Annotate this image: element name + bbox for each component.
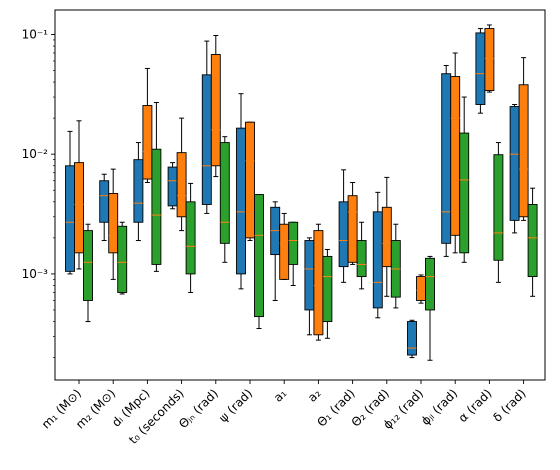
box-11-series-1 xyxy=(450,52,461,254)
box-body xyxy=(509,106,520,221)
box-body xyxy=(279,223,290,280)
box-body xyxy=(133,159,144,223)
box-1-series-2 xyxy=(117,221,128,295)
box-body xyxy=(475,32,486,105)
box-body xyxy=(185,201,196,275)
box-5-series-1 xyxy=(245,121,255,242)
box-body xyxy=(142,105,153,180)
box-9-series-2 xyxy=(390,223,401,309)
box-body xyxy=(450,76,461,236)
box-0-series-2 xyxy=(83,223,93,323)
box-13-series-1 xyxy=(518,57,529,221)
box-body xyxy=(493,154,504,261)
box-body xyxy=(99,180,110,223)
box-body xyxy=(288,221,299,265)
box-body xyxy=(407,321,417,356)
box-body xyxy=(65,165,75,272)
box-body xyxy=(108,192,119,254)
box-12-series-0 xyxy=(475,28,486,114)
box-body xyxy=(381,206,392,268)
box-3-series-2 xyxy=(185,182,196,293)
box-10-series-2 xyxy=(425,255,435,361)
box-body xyxy=(83,230,93,301)
box-12-series-1 xyxy=(484,24,495,93)
box-10-series-1 xyxy=(416,274,426,304)
box-8-series-2 xyxy=(356,221,367,290)
box-body xyxy=(425,257,435,311)
plot-area xyxy=(65,24,538,361)
box-0-series-1 xyxy=(74,120,84,270)
box-body xyxy=(527,204,538,278)
box-body xyxy=(416,276,426,301)
box-body xyxy=(484,28,495,91)
box-8-series-1 xyxy=(347,182,358,265)
box-4-series-1 xyxy=(210,34,221,178)
box-body xyxy=(518,84,529,218)
box-4-series-2 xyxy=(219,136,230,263)
box-1-series-1 xyxy=(108,168,119,280)
y-tick-label: 10⁻³ xyxy=(22,267,49,281)
box-body xyxy=(245,121,255,239)
box-body xyxy=(167,166,178,207)
box-2-series-1 xyxy=(142,67,153,184)
box-body xyxy=(347,195,358,263)
box-13-series-0 xyxy=(509,103,520,234)
box-6-series-2 xyxy=(288,221,299,287)
box-body xyxy=(201,74,212,205)
box-body xyxy=(236,127,246,275)
y-tick-label: 10⁻² xyxy=(22,147,49,161)
box-11-series-0 xyxy=(441,65,452,257)
box-2-series-2 xyxy=(151,102,162,272)
box-13-series-2 xyxy=(527,187,538,297)
box-body xyxy=(151,148,162,265)
box-10-series-0 xyxy=(407,319,417,359)
box-9-series-1 xyxy=(381,176,392,297)
box-body xyxy=(441,73,452,244)
box-12-series-2 xyxy=(493,142,504,283)
box-body xyxy=(322,255,333,323)
box-body xyxy=(117,225,128,293)
box-2-series-0 xyxy=(133,142,144,242)
box-11-series-2 xyxy=(459,96,470,263)
box-body xyxy=(176,152,187,218)
box-body xyxy=(356,240,367,278)
box-body xyxy=(74,162,84,254)
box-body xyxy=(372,211,383,309)
box-body xyxy=(313,230,324,336)
box-body xyxy=(304,240,315,311)
box-3-series-1 xyxy=(176,117,187,232)
y-tick-label: 10⁻¹ xyxy=(22,27,49,41)
axes-frame xyxy=(54,9,546,381)
box-3-series-0 xyxy=(167,162,178,210)
box-7-series-1 xyxy=(313,223,324,341)
box-body xyxy=(254,194,264,318)
box-7-series-2 xyxy=(322,248,333,339)
box-body xyxy=(459,132,470,254)
y-axis: 10⁻³ 10⁻² 10⁻¹ xyxy=(22,27,55,358)
box-body xyxy=(210,54,221,167)
box-5-series-2 xyxy=(254,194,264,329)
box-body xyxy=(338,201,349,268)
box-body xyxy=(219,142,230,244)
